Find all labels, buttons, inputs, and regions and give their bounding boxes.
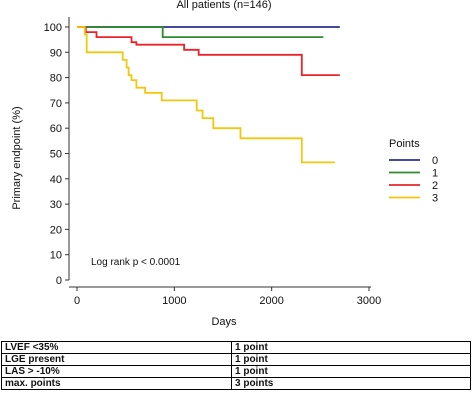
series-line-2 [77, 26, 340, 76]
x-axis: 0 1000 2000 3000 [69, 286, 381, 307]
score-points-cell: 1 point [231, 353, 471, 366]
y-tick-label: 50 [50, 149, 62, 161]
series-line-1 [77, 26, 324, 38]
score-points-cell: 1 point [231, 341, 471, 354]
legend-label-3: 3 [432, 193, 438, 205]
y-tick-label: 0 [56, 275, 62, 287]
score-criterion-cell: max. points [1, 377, 232, 390]
score-table-row: LGE present 1 point [1, 353, 471, 366]
score-table-row: LAS > -10% 1 point [1, 365, 471, 378]
y-tick-label: 100 [44, 22, 62, 34]
legend-label-1: 1 [432, 168, 438, 180]
y-tick-label: 20 [50, 224, 62, 236]
x-axis-label: Days [211, 316, 237, 328]
chart-title: All patients (n=146) [176, 0, 271, 11]
series-line-3 [77, 26, 335, 164]
y-tick-label: 40 [50, 174, 62, 186]
score-table-row: LVEF <35% 1 point [1, 341, 471, 354]
series-layer [77, 26, 340, 164]
y-tick-label: 60 [50, 123, 62, 135]
y-tick-label: 80 [50, 73, 62, 85]
x-tick-label: 1000 [162, 295, 186, 307]
score-points-cell: 3 points [231, 377, 471, 390]
y-tick-label: 30 [50, 199, 62, 211]
kaplan-meier-chart: All patients (n=146) 0102030405060708090… [11, 0, 438, 328]
y-axis: 0 10 20 30 40 50 60 70 80 90 100 [44, 17, 70, 287]
y-tick-label: 70 [50, 98, 62, 110]
score-criterion-cell: LAS > -10% [1, 365, 232, 378]
score-criterion-cell: LGE present [1, 353, 232, 366]
x-tick-label: 0 [74, 295, 80, 307]
y-tick-label: 90 [50, 47, 62, 59]
legend-label-0: 0 [432, 155, 438, 167]
score-table-row: max. points 3 points [1, 377, 471, 390]
x-tick-label: 3000 [357, 295, 381, 307]
legend-title: Points [389, 138, 420, 150]
legend-label-2: 2 [432, 180, 438, 192]
x-tick-label: 2000 [259, 295, 283, 307]
y-axis-label: Primary endpoint (%) [11, 106, 23, 209]
score-criterion-cell: LVEF <35% [1, 341, 232, 354]
log-rank-annotation: Log rank p < 0.0001 [91, 257, 181, 268]
y-tick-label: 10 [50, 250, 62, 262]
score-table: LVEF <35% 1 point LGE present 1 point LAS > … [1, 341, 471, 390]
score-points-cell: 1 point [231, 365, 471, 378]
